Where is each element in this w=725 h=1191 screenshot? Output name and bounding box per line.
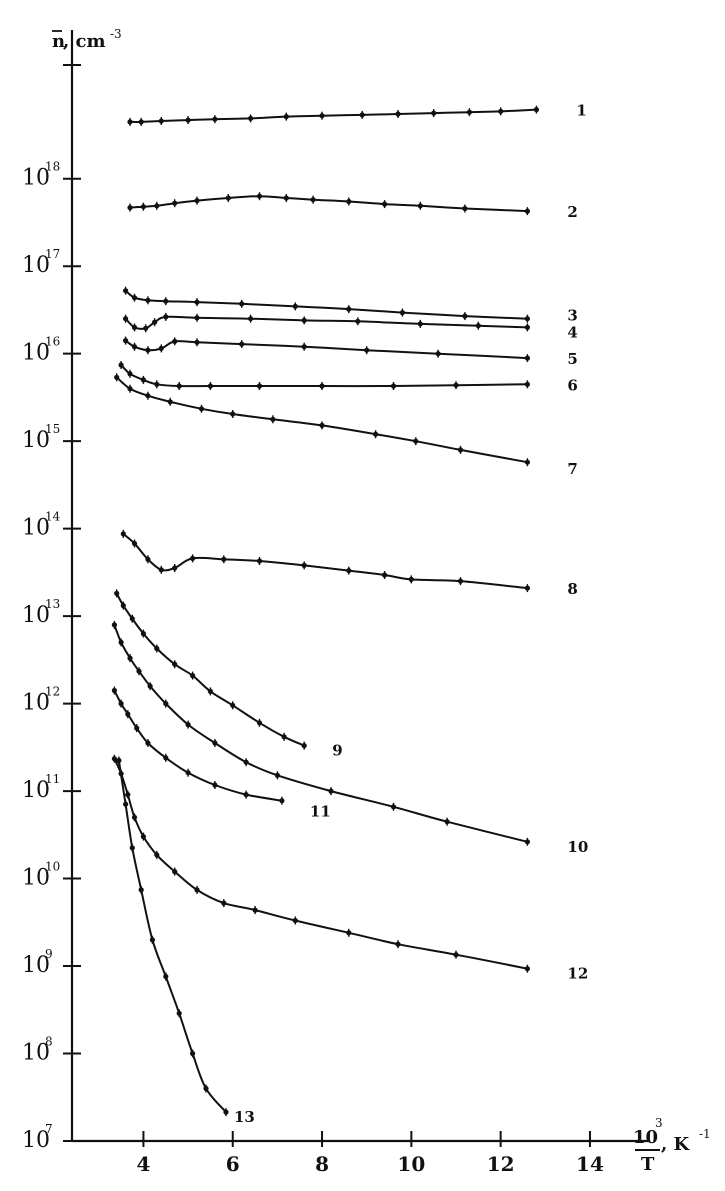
y-tick-label: 10	[22, 691, 50, 716]
y-tick-label: 10	[22, 253, 50, 278]
x-tick-label: 14	[576, 1152, 604, 1176]
x-axis-unit-exp: -1	[699, 1127, 711, 1141]
series-line-3	[124, 289, 528, 320]
series-label-9: 9	[332, 742, 342, 760]
series-line-2	[129, 195, 528, 213]
series-label-13: 13	[234, 1108, 255, 1126]
x-tick-label: 10	[397, 1152, 425, 1176]
y-tick-label: 10	[22, 866, 50, 891]
y-tick-label-exponent: 8	[45, 1035, 53, 1049]
y-tick-label-exponent: 16	[45, 335, 60, 349]
y-axis-unit: , cm	[63, 31, 106, 52]
series-label-2: 2	[567, 203, 577, 221]
y-tick-label-exponent: 18	[45, 160, 60, 174]
y-tick-label-exponent: 17	[45, 247, 60, 261]
y-tick-label-exponent: 10	[45, 860, 60, 874]
x-tick-label: 6	[226, 1152, 240, 1176]
series-label-5: 5	[567, 350, 577, 368]
x-tick-label: 8	[315, 1152, 329, 1176]
y-tick-label-exponent: 14	[45, 510, 61, 524]
y-tick-label: 10	[22, 1041, 50, 1066]
y-tick-label-exponent: 12	[45, 685, 60, 699]
series-label-8: 8	[567, 580, 577, 598]
x-tick-label: 4	[136, 1152, 150, 1176]
series-label-11: 11	[310, 803, 331, 821]
y-tick-label-exponent: 7	[45, 1122, 53, 1136]
x-tick-label: 12	[487, 1152, 515, 1176]
series-line-7	[116, 376, 528, 464]
series-line-6	[120, 364, 528, 388]
series-label-10: 10	[567, 838, 588, 856]
y-tick-label: 10	[22, 516, 50, 541]
series-line-5	[125, 339, 528, 360]
y-tick-label-exponent: 9	[45, 947, 53, 961]
y-tick-label: 10	[22, 166, 50, 191]
x-axis-den: T	[641, 1154, 655, 1175]
y-tick-label: 10	[22, 953, 50, 978]
y-tick-label: 10	[22, 428, 50, 453]
x-axis-unit: , K	[661, 1134, 691, 1155]
y-tick-label: 10	[22, 341, 50, 366]
y-tick-label: 10	[22, 603, 50, 628]
series-label-7: 7	[567, 460, 577, 478]
x-axis-title: 10 3 T , K -1	[633, 1116, 711, 1175]
series-line-12	[113, 758, 528, 970]
x-axis-num: 10	[633, 1127, 658, 1148]
y-axis-title: n , cm -3	[52, 27, 122, 52]
y-tick-label-exponent: 13	[45, 597, 60, 611]
series-line-8	[122, 533, 528, 590]
series-label-12: 12	[567, 965, 588, 983]
y-tick-label-exponent: 15	[45, 422, 60, 436]
axes	[70, 30, 648, 1143]
y-axis-var: n	[52, 31, 65, 52]
series-label-6: 6	[567, 376, 577, 394]
series-line-1	[129, 108, 537, 123]
series-line-4	[124, 315, 528, 330]
y-tick-label: 10	[22, 778, 50, 803]
y-axis-unit-exp: -3	[110, 27, 122, 41]
y-ticks: 1071081091010101110121013101410151016101…	[22, 63, 81, 1153]
series-label-1: 1	[576, 102, 586, 120]
y-tick-label-exponent: 11	[45, 772, 60, 786]
series-line-13	[117, 760, 227, 1113]
series-line-9	[115, 592, 305, 747]
x-ticks: 4 6 8 10 12 14	[136, 1131, 604, 1176]
y-tick-label: 10	[22, 1128, 50, 1153]
series-label-3: 3	[567, 307, 577, 325]
x-axis-num-exp: 3	[655, 1116, 663, 1130]
series-line-11	[113, 690, 283, 802]
series-label-4: 4	[567, 323, 577, 341]
